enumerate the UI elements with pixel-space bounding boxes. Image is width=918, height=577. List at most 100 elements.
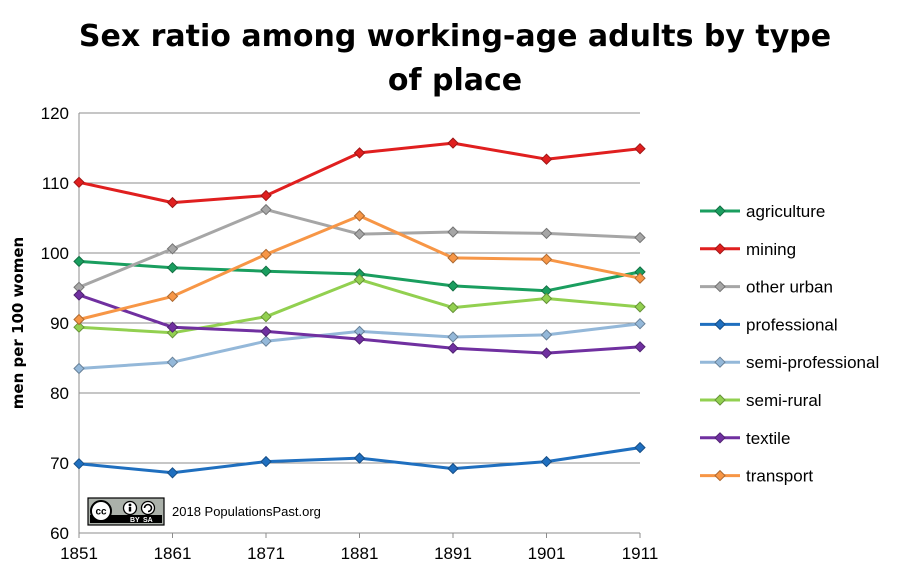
- data-point: [540, 455, 553, 468]
- data-point: [166, 261, 179, 274]
- credit-text: 2018 PopulationsPast.org: [172, 504, 321, 519]
- data-point: [540, 227, 553, 240]
- cc-by-sa-icon: cc BY SA: [87, 497, 165, 526]
- legend-item: textile: [700, 429, 790, 448]
- data-point: [166, 467, 179, 479]
- series-transport: [73, 210, 646, 326]
- data-point: [260, 310, 272, 323]
- legend-marker: [714, 394, 726, 406]
- series-professional: [73, 441, 646, 479]
- x-tick-label: 1881: [341, 544, 379, 563]
- data-point: [634, 317, 646, 330]
- legend: agriculture mining other urban professional…: [700, 202, 879, 486]
- y-tick-label: 120: [41, 104, 69, 123]
- x-tick-label: 1861: [154, 544, 192, 563]
- y-tick-label: 100: [41, 244, 69, 263]
- data-point: [73, 321, 85, 333]
- data-point: [634, 231, 646, 244]
- y-tick-label: 60: [50, 524, 69, 543]
- data-point: [447, 301, 459, 314]
- legend-label: transport: [746, 467, 813, 486]
- data-point: [447, 280, 459, 292]
- data-point: [260, 325, 272, 338]
- legend-marker: [714, 356, 726, 368]
- x-tick-label: 1871: [247, 544, 285, 563]
- y-tick-labels: 60 70 80 90 100 110 120: [41, 104, 69, 543]
- legend-item: mining: [700, 240, 796, 259]
- series-textile: [73, 289, 646, 359]
- data-point: [73, 255, 85, 268]
- legend-label: mining: [746, 240, 796, 259]
- series-layer: [73, 137, 646, 479]
- data-point: [447, 331, 459, 343]
- data-point: [73, 362, 85, 375]
- data-point: [634, 301, 646, 313]
- data-point: [260, 189, 272, 202]
- y-tick-label: 90: [50, 314, 69, 333]
- x-tick-label: 1901: [528, 544, 566, 563]
- x-tick-labels: 1851 1861 1871 1881 1891 1901 1911: [60, 533, 658, 563]
- series-semi-professional: [73, 317, 646, 375]
- data-point: [634, 341, 646, 353]
- data-point: [73, 457, 85, 470]
- data-point: [353, 273, 366, 286]
- legend-marker: [714, 432, 726, 444]
- legend-item: other urban: [700, 278, 833, 297]
- data-point: [447, 252, 459, 264]
- data-point: [540, 329, 553, 341]
- data-point: [166, 356, 179, 368]
- y-axis-label: men per 100 women: [9, 237, 27, 409]
- data-point: [260, 248, 272, 261]
- data-point: [166, 321, 179, 333]
- data-point: [166, 290, 179, 303]
- svg-text:BY: BY: [130, 517, 140, 524]
- data-point: [260, 203, 272, 216]
- legend-label: semi-professional: [746, 353, 879, 372]
- legend-marker: [714, 318, 726, 331]
- x-tick-label: 1891: [434, 544, 472, 563]
- chart-title-line-2: of place: [388, 63, 522, 98]
- legend-label: professional: [746, 315, 838, 334]
- data-point: [73, 289, 85, 301]
- svg-text:SA: SA: [143, 517, 153, 524]
- x-tick-label: 1851: [60, 544, 98, 563]
- data-point: [447, 342, 459, 354]
- data-point: [73, 313, 85, 326]
- x-tick-label: 1911: [622, 544, 659, 563]
- data-point: [353, 452, 366, 464]
- data-point: [260, 265, 272, 277]
- legend-item: agriculture: [700, 202, 825, 221]
- data-point: [166, 243, 179, 255]
- data-point: [260, 455, 272, 468]
- svg-text:cc: cc: [95, 507, 107, 518]
- data-point: [540, 292, 553, 305]
- y-tick-label: 80: [50, 384, 69, 403]
- legend-item: professional: [700, 315, 838, 334]
- y-tick-label: 110: [42, 174, 69, 193]
- y-tick-label: 70: [50, 454, 69, 473]
- legend-label: agriculture: [746, 202, 825, 221]
- data-point: [166, 196, 179, 209]
- chart-title-line-1: Sex ratio among working-age adults by ty…: [79, 19, 831, 54]
- series-mining: [73, 137, 646, 209]
- legend-item: semi-professional: [700, 353, 879, 372]
- data-point: [634, 272, 646, 284]
- legend-label: other urban: [746, 278, 833, 297]
- legend-label: semi-rural: [746, 391, 822, 410]
- legend-item: transport: [700, 467, 813, 486]
- data-point: [260, 335, 272, 347]
- data-point: [634, 441, 646, 454]
- legend-marker: [714, 280, 726, 293]
- data-point: [447, 137, 459, 149]
- credit: cc BY SA 2018 PopulationsPast.org: [87, 497, 321, 526]
- chart-title: Sex ratio among working-age adults by ty…: [79, 19, 831, 98]
- data-point: [634, 142, 646, 155]
- data-point: [353, 147, 366, 159]
- data-point: [447, 226, 459, 238]
- data-point: [540, 153, 553, 165]
- legend-label: textile: [746, 429, 790, 448]
- data-point: [447, 462, 459, 475]
- legend-marker: [714, 469, 726, 482]
- legend-item: semi-rural: [700, 391, 822, 410]
